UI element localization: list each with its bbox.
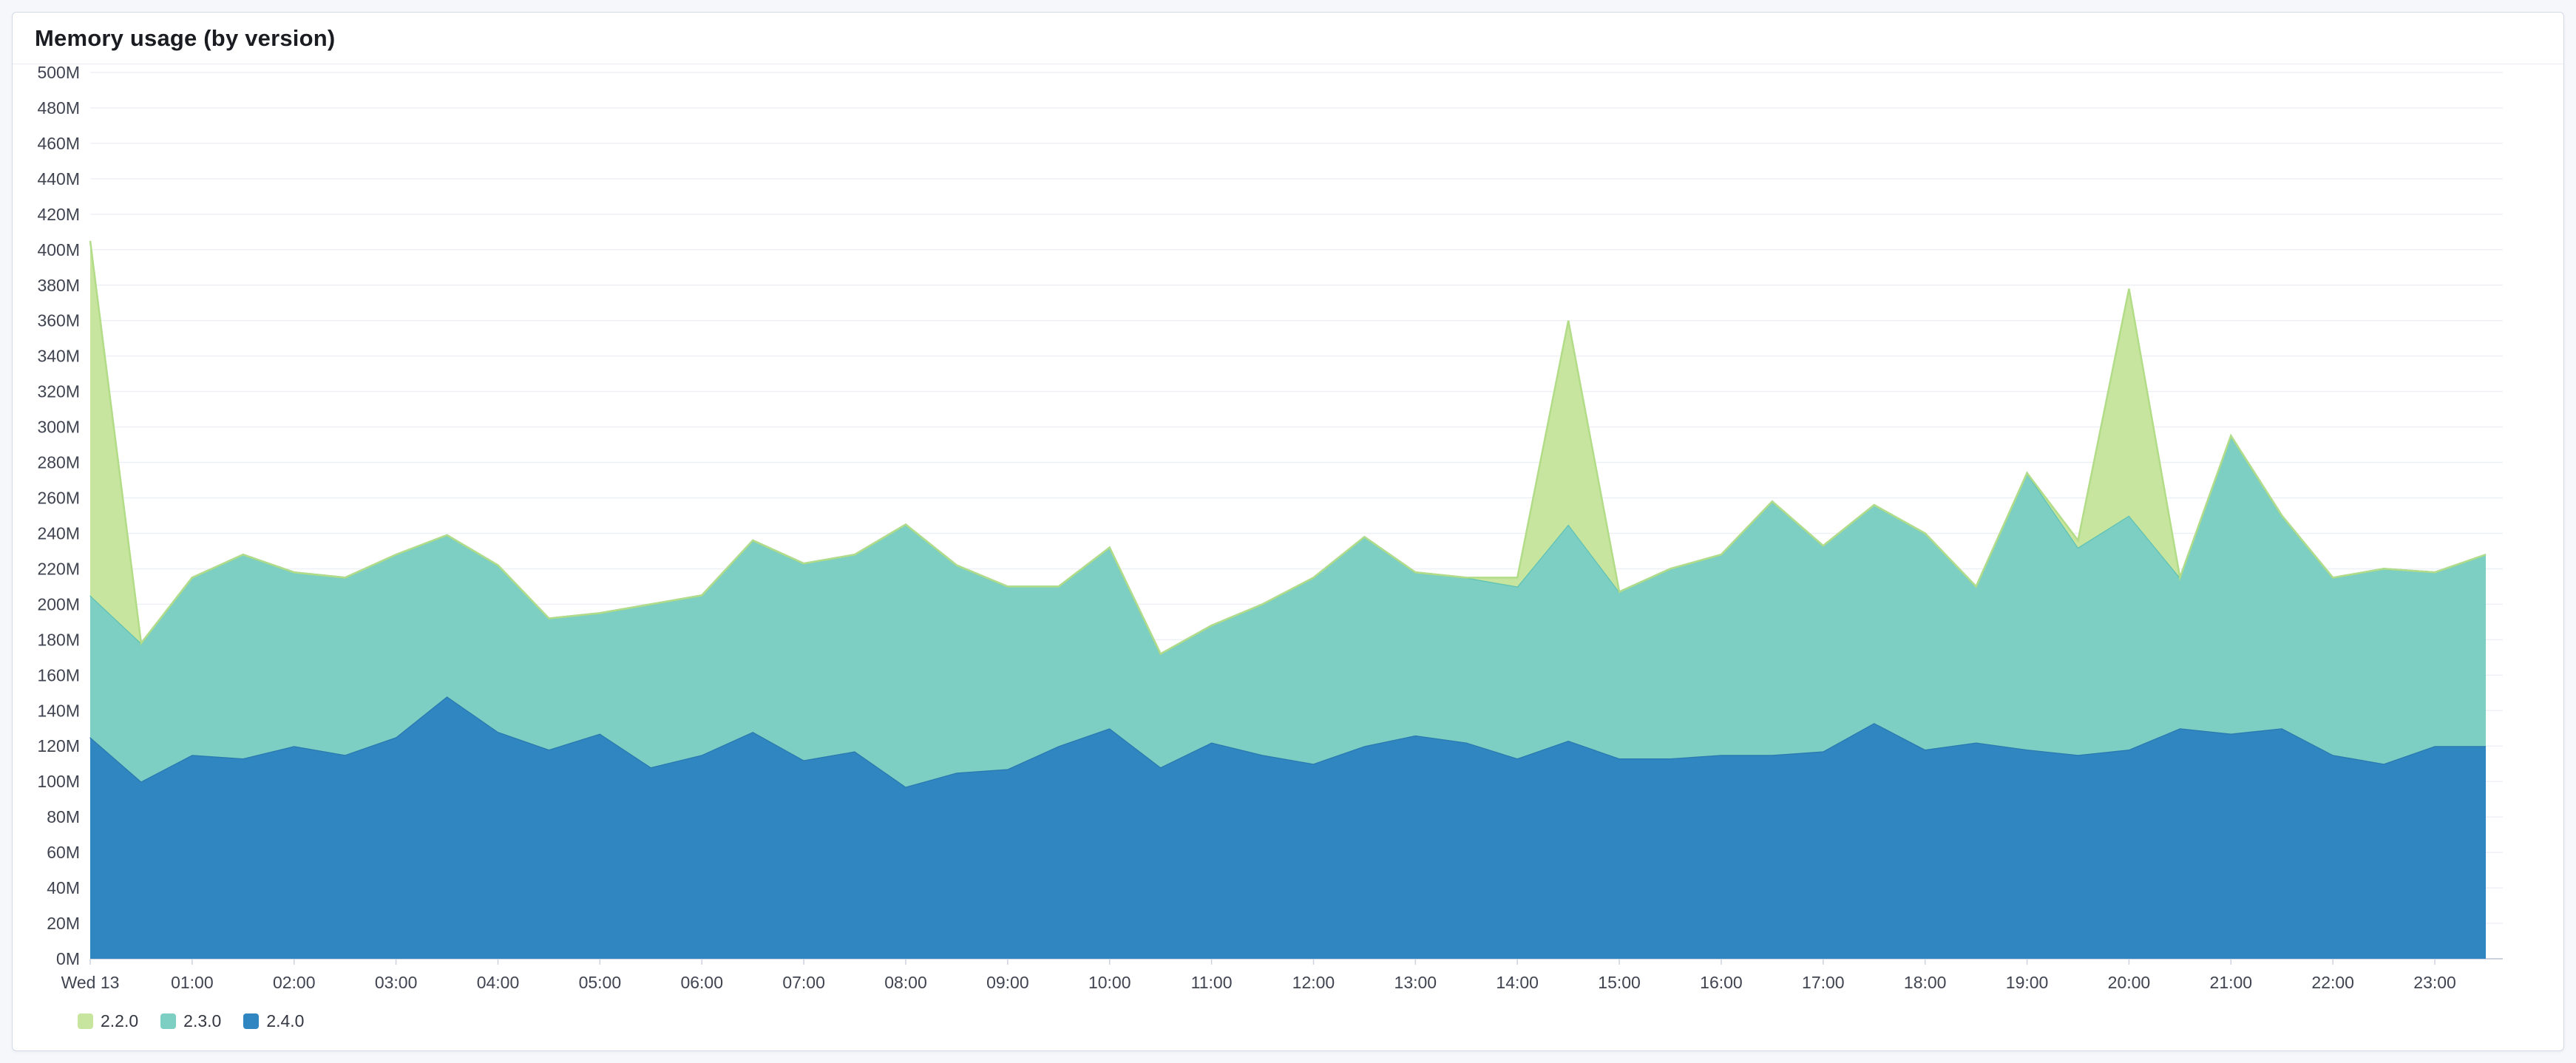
y-axis-label: 360M <box>37 311 80 330</box>
y-axis-label: 80M <box>47 807 80 826</box>
x-axis-label: 13:00 <box>1394 973 1437 992</box>
area-series-2.3.0[interactable] <box>90 435 2486 787</box>
x-axis-label: 21:00 <box>2210 973 2253 992</box>
panel-title: Memory usage (by version) <box>35 24 336 51</box>
memory-usage-panel: Memory usage (by version) 0M 20M 40M 60M 80M… <box>12 12 2564 1051</box>
panel-header: Memory usage (by version) <box>13 13 2563 64</box>
chart-legend: 2.2.0 2.3.0 2.4.0 <box>78 1011 304 1031</box>
y-axis-label: 420M <box>37 205 80 224</box>
y-axis-label: 300M <box>37 418 80 437</box>
y-axis-label: 480M <box>37 98 80 118</box>
x-axis-label: 11:00 <box>1191 973 1233 992</box>
x-axis-label: 03:00 <box>375 973 418 992</box>
stacked-area-chart-canvas[interactable]: 0M 20M 40M 60M 80M 100M 120M 140M 160M 180M 200M 22… <box>13 65 2563 1050</box>
x-axis-label: 22:00 <box>2311 973 2354 992</box>
x-axis-label: 19:00 <box>2006 973 2049 992</box>
legend-label: 2.2.0 <box>101 1011 139 1030</box>
y-axis-label: 440M <box>37 169 80 189</box>
x-axis-label: 10:00 <box>1088 973 1131 992</box>
y-axis-label: 260M <box>37 489 80 508</box>
x-axis-label: 05:00 <box>579 973 622 992</box>
legend-swatch-2.4.0 <box>243 1013 260 1029</box>
legend-swatch-2.2.0 <box>78 1013 93 1029</box>
x-axis-label: 23:00 <box>2413 973 2456 992</box>
y-axis-label: 220M <box>37 559 80 578</box>
x-axis-label: 06:00 <box>680 973 723 992</box>
legend-item-2.4.0[interactable]: 2.4.0 <box>243 1011 304 1031</box>
x-axis-label: 15:00 <box>1598 973 1641 992</box>
y-axis-label: 120M <box>37 736 80 755</box>
y-axis-label: 500M <box>37 65 80 82</box>
y-axis-label: 20M <box>47 914 80 933</box>
x-axis-label: 07:00 <box>782 973 825 992</box>
y-axis-label: 400M <box>37 240 80 259</box>
x-axis-label: 01:00 <box>171 973 214 992</box>
area-topline-2.2.0 <box>89 240 2487 656</box>
x-axis-label: 14:00 <box>1496 973 1539 992</box>
y-axis-label: 340M <box>37 347 80 366</box>
legend-label: 2.4.0 <box>266 1011 305 1030</box>
x-axis-label: 09:00 <box>986 973 1029 992</box>
memory-usage-chart[interactable]: 0M 20M 40M 60M 80M 100M 120M 140M 160M 180M 200M 22… <box>13 65 2563 1050</box>
y-axis-label: 140M <box>37 701 80 720</box>
y-axis-label: 240M <box>37 523 80 543</box>
y-axis-label: 100M <box>37 772 80 791</box>
area-series-2.4.0[interactable] <box>90 696 2486 959</box>
x-axis-label: 17:00 <box>1802 973 1845 992</box>
x-axis-label: 12:00 <box>1292 973 1335 992</box>
legend-item-2.2.0[interactable]: 2.2.0 <box>78 1011 138 1031</box>
x-axis-label: Wed 13 <box>61 973 120 992</box>
y-axis-label: 160M <box>37 665 80 685</box>
x-axis-label: 08:00 <box>884 973 927 992</box>
x-axis-label: 20:00 <box>2108 973 2151 992</box>
x-axis-label: 02:00 <box>273 973 316 992</box>
y-axis-label: 200M <box>37 594 80 614</box>
y-axis-label: 0M <box>56 949 80 968</box>
x-axis-label: 04:00 <box>477 973 520 992</box>
x-axis-label: 16:00 <box>1700 973 1743 992</box>
legend-label: 2.3.0 <box>183 1011 222 1030</box>
y-axis-label: 320M <box>37 382 80 401</box>
x-axis-label: 18:00 <box>1904 973 1947 992</box>
legend-swatch-2.3.0 <box>160 1013 177 1029</box>
y-axis-label: 180M <box>37 630 80 649</box>
y-axis-label: 40M <box>47 878 80 897</box>
y-axis-label: 380M <box>37 276 80 295</box>
y-axis-label: 460M <box>37 134 80 153</box>
y-axis-label: 280M <box>37 453 80 472</box>
y-axis-label: 60M <box>47 843 80 862</box>
legend-item-2.3.0[interactable]: 2.3.0 <box>160 1011 221 1031</box>
